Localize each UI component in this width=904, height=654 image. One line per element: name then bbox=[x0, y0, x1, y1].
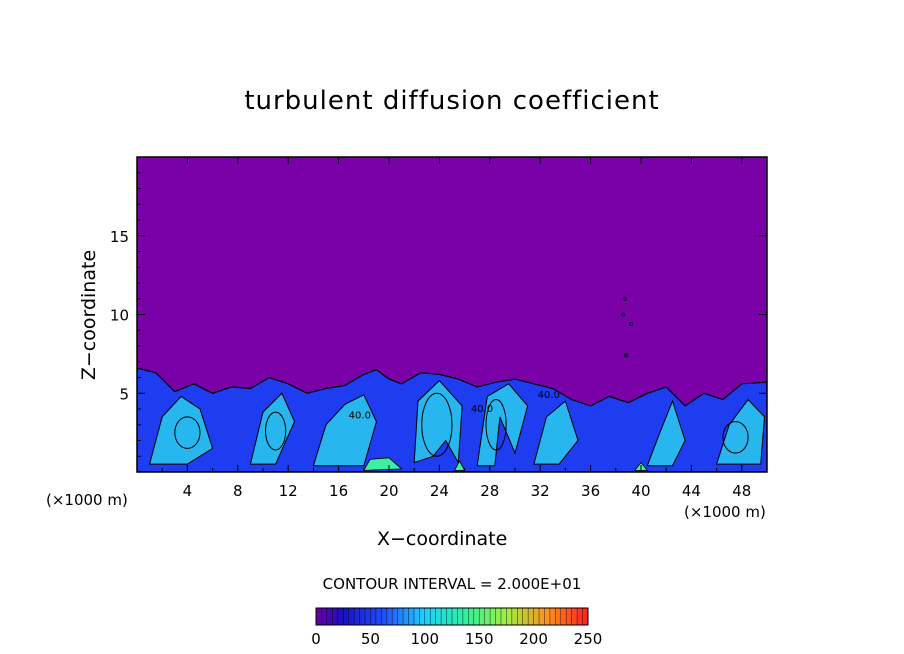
contour-ring-0 bbox=[421, 392, 453, 457]
contour-ring-4 bbox=[722, 421, 749, 454]
y-tick-label-10: 10 bbox=[110, 307, 129, 325]
x-tick-label-24: 24 bbox=[430, 482, 449, 500]
isolated-feature-0 bbox=[622, 296, 627, 301]
x-tick-label-16: 16 bbox=[329, 482, 348, 500]
y-tick-label-15: 15 bbox=[110, 228, 129, 246]
isolated-feature-3 bbox=[623, 353, 628, 358]
x-tick-label-40: 40 bbox=[631, 482, 650, 500]
x-tick-label-12: 12 bbox=[279, 482, 298, 500]
colorbar-label-50: 50 bbox=[361, 630, 380, 648]
colorbar-label-150: 150 bbox=[465, 630, 494, 648]
colorbar-label-0: 0 bbox=[311, 630, 321, 648]
colorbar-label-100: 100 bbox=[410, 630, 439, 648]
x-unit-label-right: (×1000 m) bbox=[684, 503, 766, 521]
x-tick-label-28: 28 bbox=[480, 482, 499, 500]
swirl-mid-region-1 bbox=[249, 392, 296, 465]
colorbar-label-250: 250 bbox=[574, 630, 603, 648]
contour-ring-1 bbox=[485, 399, 507, 451]
swirl-mid-region-2 bbox=[312, 394, 377, 467]
swirl-mid-region-7 bbox=[715, 398, 766, 465]
contour-label-1: 40.0 bbox=[538, 390, 560, 401]
high-value-patch-2 bbox=[453, 460, 466, 471]
x-tick-label-4: 4 bbox=[183, 482, 193, 500]
swirl-mid-region-5 bbox=[533, 400, 579, 465]
y-axis-label: Z−coordinate bbox=[78, 249, 100, 381]
swirl-mid-region-0 bbox=[148, 395, 214, 465]
x-unit-label-left: (×1000 m) bbox=[46, 491, 128, 509]
isolated-feature-1 bbox=[621, 312, 626, 317]
swirl-mid-region-3 bbox=[413, 379, 463, 465]
colorbar-label-200: 200 bbox=[519, 630, 548, 648]
contour-interval-label: CONTOUR INTERVAL = 2.000E+01 bbox=[322, 575, 582, 593]
contour-label-0: 40.0 bbox=[471, 404, 493, 415]
x-tick-label-32: 32 bbox=[531, 482, 550, 500]
x-axis-label: X−coordinate bbox=[377, 528, 508, 550]
contour-label-2: 40.0 bbox=[349, 410, 371, 421]
isolated-feature-2 bbox=[629, 322, 633, 326]
x-tick-label-44: 44 bbox=[682, 482, 701, 500]
x-tick-label-20: 20 bbox=[379, 482, 398, 500]
contour-ring-3 bbox=[265, 411, 287, 451]
contour-ring-2 bbox=[174, 416, 201, 449]
x-tick-label-48: 48 bbox=[732, 482, 751, 500]
x-tick-label-36: 36 bbox=[581, 482, 600, 500]
y-tick-label-5: 5 bbox=[119, 385, 129, 403]
chart-title: turbulent diffusion coefficient bbox=[244, 86, 660, 116]
x-tick-label-8: 8 bbox=[233, 482, 243, 500]
swirl-mid-region-6 bbox=[646, 399, 686, 467]
